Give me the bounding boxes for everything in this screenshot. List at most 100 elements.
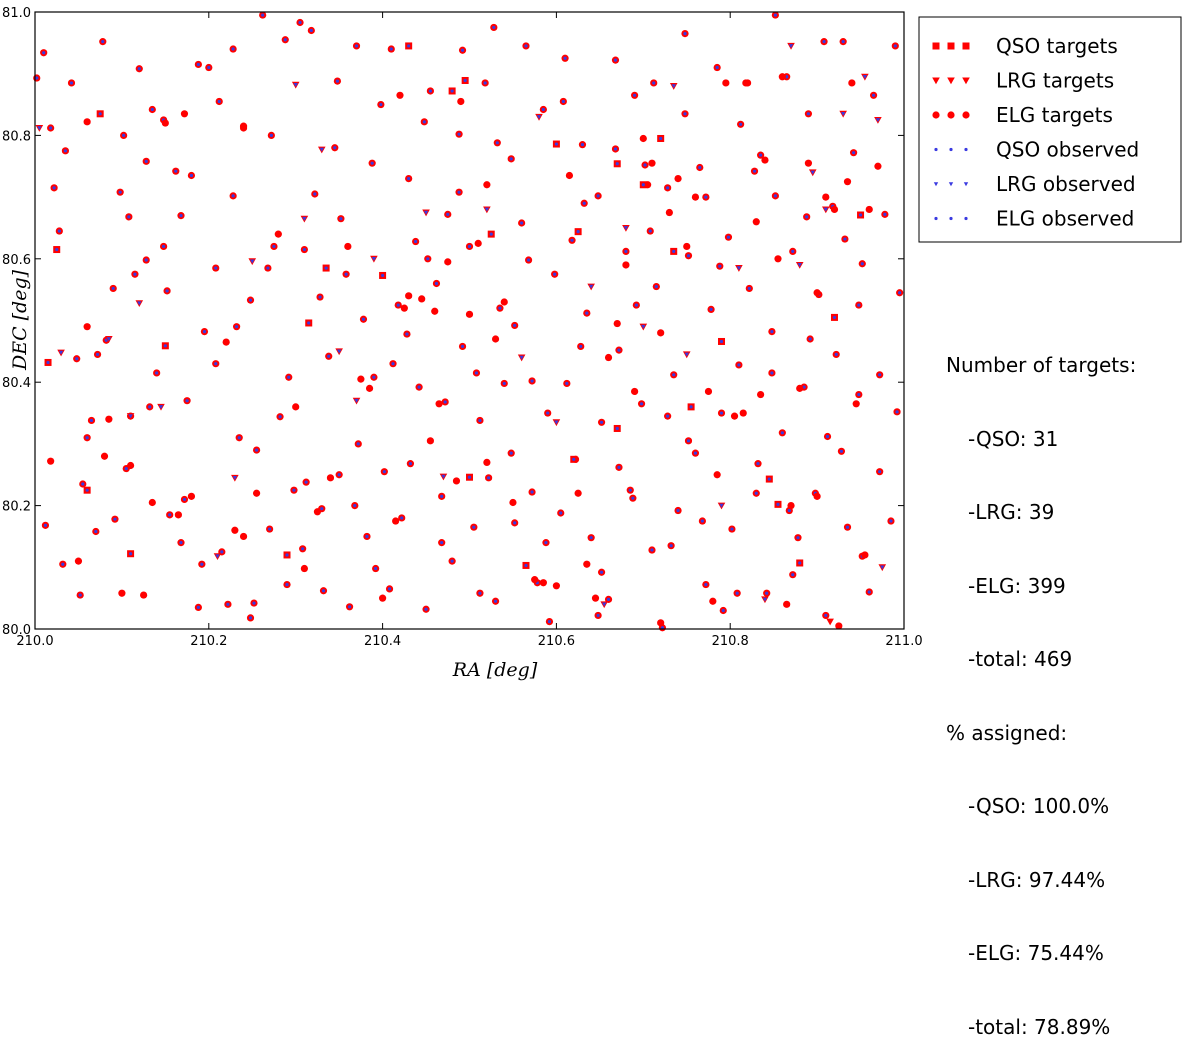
elg-target-point [405,292,413,300]
qso-observed-point [285,553,289,557]
legend-marker [932,77,940,85]
elg-observed-point [596,194,600,198]
elg-observed-point [770,371,774,375]
elg-observed-point [137,67,141,71]
elg-observed-point [424,607,428,611]
legend-box [918,16,1182,243]
elg-observed-point [898,291,902,295]
elg-target-point [174,511,182,519]
lrg-observed-point [58,350,64,355]
elg-observed-point [639,402,644,406]
elg-target-point [804,159,813,167]
legend-marker [934,147,938,152]
lrg-observed-point [875,118,881,123]
lrg-observed-point [762,597,768,602]
elg-target-point [787,502,795,510]
elg-target-point [483,181,491,189]
elg-observed-point [730,527,734,531]
x-tick-label: 210.4 [364,634,401,649]
elg-target-point [274,230,282,238]
elg-observed-point [189,173,194,178]
elg-observed-point [269,133,273,137]
elg-observed-point [179,541,183,545]
elg-observed-point [754,491,758,495]
qso-observed-point [450,89,454,93]
elg-target-point [83,118,91,126]
elg-target-point [435,400,443,408]
legend-marker [964,216,968,221]
elg-observed-point [440,541,444,545]
lrg-observed-point [554,420,559,425]
elg-observed-point [851,151,856,155]
elg-observed-point [474,371,479,375]
qso-observed-point [55,247,59,252]
elg-observed-point [155,371,159,375]
legend-entry-label: LRG observed [996,172,1136,196]
elg-target-point [252,489,261,497]
elg-observed-point [460,344,465,349]
elg-target-point [752,218,760,226]
elg-target-point [674,174,682,183]
x-tick-label: 210.0 [16,634,53,649]
y-axis: 80.0 80.2 80.4 80.6 80.8 81.0 [2,6,904,638]
elg-target-point [813,492,821,500]
stat-number-qso: -QSO: 31 [968,426,1059,451]
elg-observed-point [182,497,187,502]
lrg-observed-point [293,83,298,88]
number-of-targets-heading: Number of targets: [946,353,1137,377]
lrg-observed-point [106,337,112,342]
elg-observed-point [718,264,722,268]
elg-observed-point [133,272,137,276]
elg-target-point [761,156,769,164]
elg-observed-point [400,516,404,520]
elg-observed-point [650,548,654,552]
lrg-observed-point [810,170,815,175]
elg-observed-point [69,81,74,85]
elg-observed-point [631,496,635,500]
elg-observed-point [747,286,751,291]
plot-frame [34,11,905,630]
legend-marker [962,111,970,119]
elg-observed-point [808,337,812,341]
elg-target-point [313,508,322,516]
elg-target-point [239,122,248,130]
elg-observed-point [589,536,593,540]
stat-assigned-elg: -ELG: 75.44% [968,941,1104,965]
elg-observed-point [372,375,376,379]
lrg-observed-point [840,112,846,117]
stat-number-lrg: -LRG: 39 [968,500,1055,524]
qso-observed-point [381,273,385,278]
elg-observed-point [457,132,461,136]
lrg-observed-point [601,602,607,607]
elg-observed-point [179,214,183,218]
elg-observed-point [889,519,893,523]
elg-target-point [539,579,547,587]
elg-observed-point [127,215,131,219]
scatter-chart: 210.0 210.2 210.4 210.6 210.8 211.0 80.080.28… [2,6,1182,681]
elg-observed-point [408,462,413,466]
elg-observed-point [287,375,291,379]
elg-target-point [100,452,109,460]
elg-observed-point [472,525,476,529]
lrg-observed-point [797,263,802,268]
qso-observed-point [307,321,311,325]
y-tick-label: 80.6 [2,253,31,268]
elg-observed-point [365,534,369,539]
elg-target-point [118,589,126,597]
elg-target-point [222,338,230,346]
elg-observed-point [756,462,760,466]
elg-target-point [691,193,700,201]
elg-observed-point [895,410,899,414]
elg-observed-point [382,470,386,474]
elg-target-point [180,110,189,118]
qso-observed-point [615,426,619,431]
y-tick-label: 80.2 [2,500,31,515]
elg-observed-point [666,414,670,418]
elg-target-point [604,353,613,362]
elg-observed-point [634,303,638,307]
elg-observed-point [61,562,65,566]
qso-observed-point [163,344,167,348]
elg-target-point [418,295,426,303]
elg-observed-point [570,238,574,242]
elg-target-point [231,526,239,534]
